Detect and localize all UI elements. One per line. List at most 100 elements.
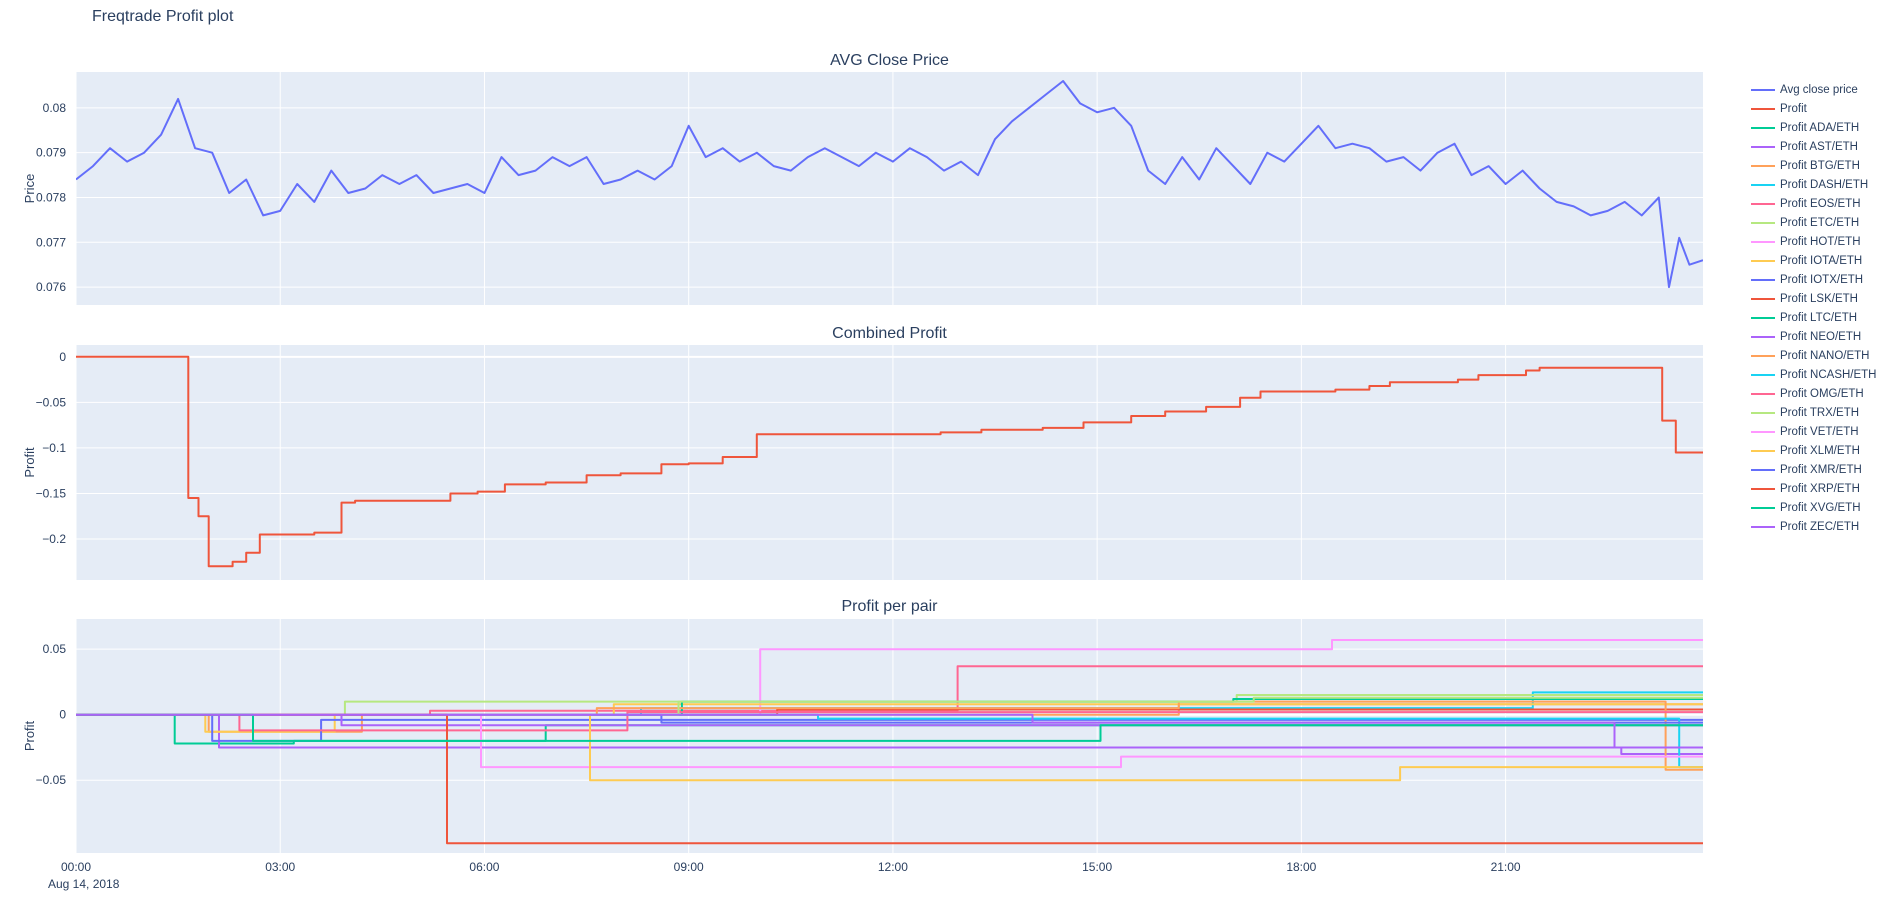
legend-item[interactable]: Profit ETC/ETH: [1751, 213, 1877, 232]
legend-color-line: [1751, 316, 1775, 319]
legend-item[interactable]: Profit NANO/ETH: [1751, 346, 1877, 365]
legend-item[interactable]: Profit: [1751, 99, 1877, 118]
series-profit-iota-eth: [76, 703, 1703, 733]
legend-item-label: Profit TRX/ETH: [1780, 406, 1860, 419]
legend-color-line: [1751, 335, 1775, 338]
legend-item[interactable]: Profit HOT/ETH: [1751, 232, 1877, 251]
legend-item-label: Profit OMG/ETH: [1780, 387, 1864, 400]
legend-color-line: [1751, 297, 1775, 300]
y-axis-title: Price: [22, 174, 37, 204]
legend-item[interactable]: Profit DASH/ETH: [1751, 175, 1877, 194]
legend-color-line: [1751, 506, 1775, 509]
legend-item-label: Profit IOTA/ETH: [1780, 254, 1863, 267]
legend-color-line: [1751, 354, 1775, 357]
y-tick-label: 0.08: [43, 101, 67, 115]
legend-item-label: Avg close price: [1780, 83, 1858, 96]
legend-item-label: Profit IOTX/ETH: [1780, 273, 1864, 286]
y-axis-title: Profit: [22, 720, 37, 751]
legend-item[interactable]: Profit NCASH/ETH: [1751, 365, 1877, 384]
legend-item[interactable]: Profit BTG/ETH: [1751, 156, 1877, 175]
legend-item[interactable]: Profit ZEC/ETH: [1751, 517, 1877, 536]
y-tick-label: 0: [59, 708, 66, 722]
legend: Avg close price Profit Profit ADA/ETH Profi…: [1751, 80, 1877, 536]
legend-item[interactable]: Profit VET/ETH: [1751, 422, 1877, 441]
subplot-1: 0.076 0.077 0.078 0.079 0.08 Price: [22, 72, 1703, 305]
legend-item-label: Profit HOT/ETH: [1780, 235, 1861, 248]
legend-item[interactable]: Profit NEO/ETH: [1751, 327, 1877, 346]
plot-background: [76, 72, 1703, 305]
legend-item-label: Profit DASH/ETH: [1780, 178, 1869, 191]
legend-item[interactable]: Profit XRP/ETH: [1751, 479, 1877, 498]
legend-color-line: [1751, 411, 1775, 414]
legend-color-line: [1751, 107, 1775, 110]
legend-item[interactable]: Profit ADA/ETH: [1751, 118, 1877, 137]
legend-item[interactable]: Profit XMR/ETH: [1751, 460, 1877, 479]
legend-item-label: Profit ZEC/ETH: [1780, 520, 1860, 533]
legend-item[interactable]: Profit LTC/ETH: [1751, 308, 1877, 327]
legend-item[interactable]: Profit XVG/ETH: [1751, 498, 1877, 517]
legend-color-line: [1751, 430, 1775, 433]
page-title: Freqtrade Profit plot: [92, 8, 234, 25]
legend-item-label: Profit NANO/ETH: [1780, 349, 1870, 362]
plot-background: [76, 619, 1703, 853]
legend-item[interactable]: Avg close price: [1751, 80, 1877, 99]
legend-item[interactable]: Profit EOS/ETH: [1751, 194, 1877, 213]
legend-color-line: [1751, 88, 1775, 91]
legend-color-line: [1751, 449, 1775, 452]
legend-item-label: Profit BTG/ETH: [1780, 159, 1860, 172]
plot-background: [76, 345, 1703, 580]
subplot-3: 0.05 0 −0.05 Profit 00:00 03:00 06:00 09:00 12:0…: [22, 619, 1703, 891]
legend-item[interactable]: Profit IOTX/ETH: [1751, 270, 1877, 289]
subplot-title-profit-per-pair: Profit per pair: [841, 598, 938, 615]
legend-item[interactable]: Profit XLM/ETH: [1751, 441, 1877, 460]
x-tick-label: 03:00: [265, 860, 295, 874]
series-avg-close-price: [76, 80, 1703, 289]
legend-color-line: [1751, 145, 1775, 148]
series-profit-zec-eth: [76, 713, 1703, 749]
y-tick-label: 0.076: [36, 280, 66, 294]
subplot-title-avg-close-price: AVG Close Price: [830, 52, 949, 69]
legend-color-line: [1751, 240, 1775, 243]
legend-item[interactable]: Profit IOTA/ETH: [1751, 251, 1877, 270]
legend-item-label: Profit XMR/ETH: [1780, 463, 1862, 476]
legend-item[interactable]: Profit TRX/ETH: [1751, 403, 1877, 422]
legend-color-line: [1751, 373, 1775, 376]
x-tick-label: 21:00: [1491, 860, 1521, 874]
y-tick-label: 0.078: [36, 190, 66, 204]
y-tick-label: −0.15: [36, 486, 67, 500]
legend-item-label: Profit LTC/ETH: [1780, 311, 1858, 324]
legend-color-line: [1751, 278, 1775, 281]
legend-item-label: Profit: [1780, 102, 1807, 115]
series-profit-ada-eth: [76, 713, 1703, 745]
x-tick-label: 06:00: [469, 860, 499, 874]
legend-color-line: [1751, 392, 1775, 395]
subplot-title-combined-profit: Combined Profit: [832, 325, 947, 342]
legend-item-label: Profit XLM/ETH: [1780, 444, 1860, 457]
legend-item-label: Profit EOS/ETH: [1780, 197, 1861, 210]
y-tick-label: −0.05: [36, 395, 67, 409]
legend-color-line: [1751, 468, 1775, 471]
legend-item-label: Profit ADA/ETH: [1780, 121, 1860, 134]
legend-item[interactable]: Profit OMG/ETH: [1751, 384, 1877, 403]
x-tick-label: 12:00: [878, 860, 908, 874]
y-axis-title: Profit: [22, 447, 37, 478]
legend-color-line: [1751, 202, 1775, 205]
series-profit: [76, 355, 1703, 568]
legend-item[interactable]: Profit LSK/ETH: [1751, 289, 1877, 308]
date-annotation: Aug 14, 2018: [48, 877, 120, 891]
y-tick-label: −0.2: [42, 532, 66, 546]
legend-color-line: [1751, 259, 1775, 262]
legend-item-label: Profit NCASH/ETH: [1780, 368, 1877, 381]
y-tick-label: 0.05: [43, 642, 67, 656]
y-tick-label: 0.079: [36, 146, 66, 160]
legend-color-line: [1751, 487, 1775, 490]
y-tick-label: −0.05: [36, 773, 67, 787]
y-tick-label: 0: [59, 350, 66, 364]
legend-item-label: Profit AST/ETH: [1780, 140, 1858, 153]
subplot-2: 0 −0.05 −0.1 −0.15 −0.2 Profit: [22, 345, 1703, 580]
legend-item-label: Profit NEO/ETH: [1780, 330, 1862, 343]
legend-item[interactable]: Profit AST/ETH: [1751, 137, 1877, 156]
series-profit-nano-eth: [76, 700, 1703, 771]
